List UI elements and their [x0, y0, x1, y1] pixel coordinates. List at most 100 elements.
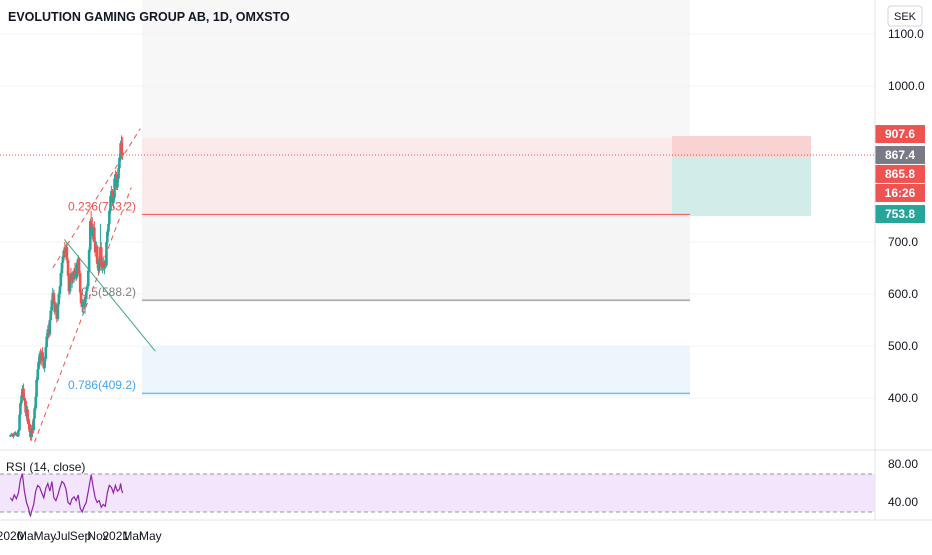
price-grid — [0, 33, 875, 399]
price-tag — [875, 205, 925, 224]
candle-body — [35, 379, 38, 397]
candle-body — [24, 400, 27, 413]
candle-body — [75, 262, 79, 278]
candle-body — [57, 294, 61, 305]
candle-body — [97, 260, 101, 271]
fib-zone-0236 — [142, 138, 690, 218]
candle-body — [73, 270, 77, 274]
candle-body — [32, 418, 35, 431]
fib-label: 0.786(409.2) — [68, 378, 136, 392]
candle-body — [27, 421, 30, 424]
candle-body — [89, 221, 93, 226]
candle-body — [61, 256, 65, 263]
candle-body — [18, 414, 21, 431]
candle-body — [50, 300, 54, 311]
price-tick-label: 400.0 — [888, 391, 918, 405]
fib-label: 0.236(753.2) — [68, 199, 136, 213]
fib-zone-0786 — [142, 346, 690, 396]
fib-retracement[interactable]: 0.236(753.2) 0.5(588.2) 0.786(409.2) — [68, 199, 690, 394]
candle-body — [30, 428, 33, 437]
candle-body — [14, 432, 17, 435]
candle-body — [66, 260, 70, 276]
candle-body — [26, 409, 29, 422]
candle-body — [120, 143, 123, 153]
time-label: May — [139, 529, 162, 543]
candle-body — [8, 435, 12, 437]
price-tag — [875, 164, 925, 183]
chart-title: EVOLUTION GAMING GROUP AB, 1D, OMXSTO — [8, 10, 290, 24]
price-tag-label: 867.4 — [885, 148, 915, 162]
candle-body — [28, 424, 31, 432]
candle-body — [88, 221, 92, 250]
candle-body — [37, 361, 40, 370]
candle-body — [83, 299, 87, 306]
fib-label: 0.5(588.2) — [81, 285, 136, 299]
candle-body — [72, 270, 76, 280]
fib-zone-gap — [142, 302, 690, 346]
price-tag — [875, 183, 925, 202]
price-tag — [875, 125, 925, 144]
candle-body — [59, 273, 63, 287]
candle-body — [84, 291, 88, 300]
candle-body — [44, 347, 48, 359]
candle-body — [23, 398, 26, 401]
candle-body — [33, 408, 36, 419]
candle-body — [48, 320, 52, 335]
price-tag — [875, 145, 925, 164]
candle-body — [45, 336, 48, 348]
time-label: Mar — [122, 529, 143, 543]
price-tag-label: 907.6 — [885, 127, 915, 141]
currency-label: SEK — [894, 11, 917, 23]
price-tag-label: 865.8 — [885, 167, 915, 181]
candle-body — [22, 388, 25, 398]
candle-body — [116, 178, 119, 188]
time-axis[interactable]: 2020MarMayJulSepNov2021MarMay — [0, 529, 162, 543]
candle-body — [60, 262, 64, 274]
candle-body — [34, 396, 38, 409]
time-label: Jul — [55, 529, 70, 543]
candle-body — [20, 395, 23, 404]
candle-body — [12, 435, 15, 437]
time-label: Mar — [17, 529, 38, 543]
fib-zone-upper — [142, 0, 690, 138]
price-tag-label: 16:26 — [885, 186, 916, 200]
candle-body — [78, 273, 82, 293]
candle-body — [65, 247, 69, 261]
time-label: 2020 — [0, 529, 24, 543]
candle-body — [36, 369, 40, 380]
take-profit-zone[interactable] — [672, 157, 811, 216]
currency-button[interactable] — [887, 5, 923, 27]
price-axis[interactable]: 1100.0 1000.0 700.0 600.0 500.0 400.0 — [888, 27, 925, 405]
candle-body — [95, 246, 99, 264]
candle-body — [93, 227, 96, 241]
rsi-label: RSI (14, close) — [6, 460, 85, 474]
candle-body — [106, 231, 109, 242]
stop-loss-zone[interactable] — [672, 136, 811, 157]
price-tag-label: 753.8 — [885, 207, 915, 221]
rsi-tick-80: 80.00 — [888, 457, 918, 471]
candle-body — [17, 430, 20, 436]
candle-body — [41, 352, 44, 359]
candle-body — [118, 157, 121, 169]
price-tags: 907.6 867.4 865.8 16:26 753.8 — [875, 125, 925, 224]
candle-body — [111, 191, 114, 203]
candle-body — [52, 292, 56, 305]
candle-body — [105, 242, 108, 266]
candle-body — [121, 152, 124, 155]
candle-body — [79, 292, 83, 304]
candle-body — [112, 197, 115, 203]
time-label: Nov — [87, 529, 108, 543]
candle-body — [85, 286, 89, 292]
candle-body — [108, 210, 111, 224]
price-tick-label: 500.0 — [888, 339, 918, 353]
candle-body — [86, 270, 90, 287]
candle-body — [19, 403, 22, 415]
rsi-tick-40: 40.00 — [888, 495, 918, 509]
candle-body — [68, 277, 72, 292]
rsi-band — [0, 474, 875, 512]
candle-body — [49, 310, 53, 320]
candle-body — [87, 249, 91, 271]
price-tick-label: 1100.0 — [888, 27, 924, 41]
